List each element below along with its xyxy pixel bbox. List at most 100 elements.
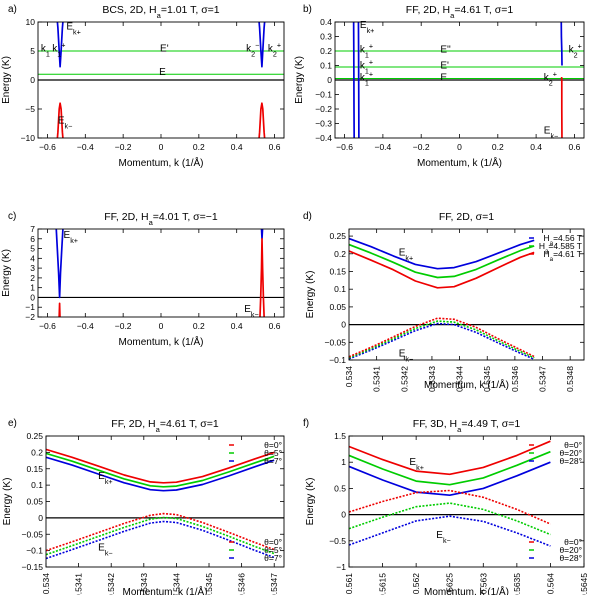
y-tick-label: −0.1 xyxy=(329,355,346,365)
curve-annotation: k1+ xyxy=(360,69,373,87)
text-run: =4.61 T, σ=1 xyxy=(160,418,219,430)
x-tick-label: −0.4 xyxy=(77,142,94,152)
text-run: + xyxy=(578,41,582,50)
text-run: E' xyxy=(160,44,169,55)
y-tick-label: −0.1 xyxy=(315,90,332,100)
y-tick-label: 0.1 xyxy=(334,284,346,294)
text-run: FF, 3D, H xyxy=(413,418,457,430)
text-run: =4.56 T xyxy=(553,233,582,243)
text-run: k− xyxy=(65,121,73,130)
legend-entry: θ=0° xyxy=(564,440,582,450)
text-run: E xyxy=(399,248,406,259)
x-axis-label: Momentum, k (1/Å) xyxy=(118,335,203,348)
y-tick-label: 1.5 xyxy=(334,431,346,441)
text-run: E xyxy=(360,20,367,31)
x-tick-label: −0.2 xyxy=(115,321,132,331)
x-tick-label: 0.4 xyxy=(231,142,243,152)
text-run: H xyxy=(544,233,550,243)
x-tick-label: 0.534 xyxy=(344,366,354,388)
y-tick-label: −0.05 xyxy=(21,529,43,539)
chart-title: FF, 2D, Ha=4.61 T, σ=1 xyxy=(111,418,219,434)
panel-c: c) FF, 2D, Ha=4.01 T, σ=−1 Momentum, k (1/… xyxy=(1,211,285,348)
panel-label: c) xyxy=(8,211,16,222)
x-tick-label: 0.5341 xyxy=(74,573,84,595)
series-line xyxy=(560,22,563,66)
y-tick-label: −1 xyxy=(25,302,35,312)
text-run: =1.01 T, σ=1 xyxy=(161,4,220,16)
curve-annotation: E xyxy=(159,67,166,78)
text-run: FF, 2D, H xyxy=(406,4,450,16)
curve-annotation: Ek+ xyxy=(409,457,423,472)
text-run: E xyxy=(66,22,73,33)
text-run: 2 xyxy=(251,49,255,58)
x-tick-label: 0.5344 xyxy=(455,366,465,392)
y-tick-label: 5 xyxy=(30,46,35,56)
plot-area xyxy=(349,440,584,547)
text-run: E'' xyxy=(440,44,451,55)
y-tick-label: −0.4 xyxy=(315,133,332,143)
text-run: k− xyxy=(251,310,259,319)
text-run: θ=5° xyxy=(264,545,282,555)
curve-annotation: Ek− xyxy=(98,543,112,558)
text-run: E xyxy=(98,543,105,554)
text-run: E xyxy=(98,471,105,482)
text-run: E xyxy=(440,73,447,84)
plot-frame xyxy=(348,435,585,568)
legend-entry: θ=5° xyxy=(264,448,282,458)
x-tick-label: 0.5347 xyxy=(538,366,548,392)
series-line xyxy=(349,461,551,497)
text-run: − xyxy=(255,40,259,49)
text-run: =4.585 T xyxy=(548,241,582,251)
curve-annotation: k1 xyxy=(41,44,50,59)
curve-annotation: Ek+ xyxy=(360,20,374,35)
y-tick-label: 0 xyxy=(30,292,35,302)
series-line xyxy=(352,22,356,138)
x-tick-label: 0.5348 xyxy=(565,366,575,392)
series-line xyxy=(46,512,275,552)
plot-area xyxy=(46,448,284,560)
text-run: + xyxy=(277,40,281,49)
text-run: k xyxy=(246,44,252,55)
x-tick-label: −0.2 xyxy=(413,142,430,152)
legend-entry: θ=20° xyxy=(559,448,582,458)
panel-label: a) xyxy=(8,4,17,15)
x-tick-label: 0.561 xyxy=(344,573,354,595)
y-tick-label: 0 xyxy=(341,320,346,330)
legend-entry: Ha=4.61 T xyxy=(544,249,582,263)
y-axis-label: Energy (K) xyxy=(305,478,316,526)
y-tick-label: 1 xyxy=(341,457,346,467)
chart-title: FF, 2D, Ha=4.61 T, σ=1 xyxy=(406,4,514,20)
y-tick-label: −0.5 xyxy=(329,536,346,546)
text-run: 1 xyxy=(365,66,369,75)
text-run: =4.01 T, σ=−1 xyxy=(153,211,218,223)
chart-title: FF, 2D, σ=1 xyxy=(439,211,494,223)
y-tick-label: 0.1 xyxy=(31,480,43,490)
text-run: BCS, 2D, H xyxy=(102,4,156,16)
y-tick-label: 0 xyxy=(327,75,332,85)
x-tick-label: 0 xyxy=(159,321,164,331)
y-tick-label: 0.2 xyxy=(334,249,346,259)
text-run: θ=20° xyxy=(559,448,582,458)
y-tick-label: 0.05 xyxy=(329,302,346,312)
legend-entry: θ=5° xyxy=(264,545,282,555)
y-tick-label: −0.2 xyxy=(315,104,332,114)
text-run: H xyxy=(539,241,545,251)
text-run: a xyxy=(550,240,554,247)
x-tick-label: 0.5635 xyxy=(512,573,522,595)
y-tick-label: −1 xyxy=(336,562,346,572)
x-tick-label: 0.5625 xyxy=(445,573,455,595)
curve-annotation: Ek+ xyxy=(399,248,413,263)
x-tick-label: 0.5343 xyxy=(427,366,437,392)
x-tick-label: 0.2 xyxy=(193,321,205,331)
text-run: 2 xyxy=(574,50,578,59)
legend-entry: θ=28° xyxy=(559,553,582,563)
y-axis-label: Energy (K) xyxy=(294,56,305,104)
x-axis-label: Momentum, k (1/Å) xyxy=(424,585,509,595)
y-tick-label: 0.15 xyxy=(26,464,43,474)
text-run: E xyxy=(244,304,251,315)
x-tick-label: 0.564 xyxy=(545,573,555,595)
y-tick-label: 0.1 xyxy=(320,61,332,71)
x-tick-label: 0 xyxy=(159,142,164,152)
series-line xyxy=(349,250,535,289)
